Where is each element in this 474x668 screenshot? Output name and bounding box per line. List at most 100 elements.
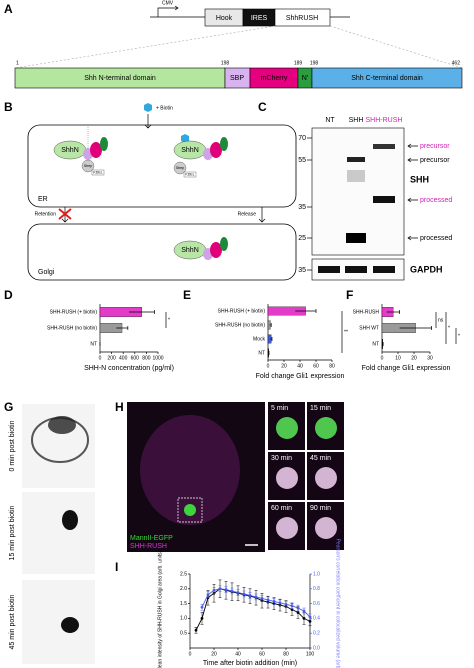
x-tick-label: 60	[259, 651, 265, 657]
position: 1	[16, 60, 19, 66]
point	[236, 591, 240, 594]
compartment-label: ER	[38, 196, 48, 203]
point	[260, 597, 264, 600]
n-prime	[100, 137, 108, 151]
strep	[173, 161, 187, 175]
inset-signal	[315, 417, 337, 439]
point	[308, 619, 312, 623]
element-label: IRES	[251, 15, 268, 22]
point	[248, 594, 252, 597]
point	[212, 588, 216, 592]
point	[308, 615, 312, 619]
point	[272, 599, 276, 603]
x-axis-label: SHH-N concentration (pg/ml)	[84, 365, 174, 372]
category-label: NT	[372, 341, 379, 347]
error-bar	[116, 326, 129, 330]
y2-tick-label: 1.0	[313, 571, 320, 577]
n-prime	[220, 237, 228, 251]
strep	[81, 159, 95, 173]
hook-label: Strep	[176, 166, 184, 170]
golgi-signal	[61, 617, 79, 633]
target-label: SHH	[410, 174, 429, 184]
x-tick-label: 100	[306, 651, 315, 657]
x-tick-label: 800	[142, 355, 151, 361]
compartment-label: Golgi	[38, 269, 55, 276]
inset-signal	[276, 417, 298, 439]
point	[284, 602, 288, 606]
n-prime	[220, 137, 228, 151]
step-label: Release	[238, 211, 257, 217]
micrograph	[22, 580, 95, 664]
protein-complex: ShhN Strep KDEL	[53, 125, 108, 176]
protein-label: ShhN	[181, 147, 199, 154]
loading-label: GAPDH	[410, 264, 443, 274]
position: 462	[452, 60, 461, 66]
lane-label: NT	[325, 117, 335, 124]
error-bar	[382, 342, 384, 346]
marker-label: 25	[298, 235, 306, 242]
step-label: Retention	[35, 211, 57, 217]
inset-signal	[315, 517, 337, 539]
inset-time: 30 min	[271, 455, 292, 462]
promoter-arrow	[157, 5, 179, 17]
point	[296, 611, 300, 614]
protein-complex: ShhN Strep KDEL	[173, 134, 228, 178]
protein-label: ShhN	[61, 147, 79, 154]
mcherry	[210, 242, 222, 258]
panel-label: F	[346, 288, 353, 302]
point	[302, 617, 306, 620]
error-bar	[399, 326, 432, 330]
golgi-signal	[184, 504, 196, 516]
domain-label: Shh C-terminal domain	[351, 75, 423, 82]
point	[200, 617, 204, 620]
band-label: processed	[420, 197, 452, 204]
band	[373, 266, 395, 273]
kdel	[91, 169, 105, 176]
x-tick-label: 20	[281, 363, 287, 369]
domain-label: Shh N-terminal domain	[84, 75, 156, 82]
point	[290, 604, 294, 608]
point	[206, 593, 210, 597]
band	[345, 266, 367, 273]
inset-time: 45 min	[310, 455, 331, 462]
category-label: NT	[90, 341, 97, 347]
x-tick-label: 0	[267, 363, 270, 369]
block-cross	[58, 208, 72, 220]
marker-label: 35	[298, 204, 306, 211]
domain-label: mCherry	[261, 75, 288, 82]
band	[373, 196, 395, 203]
x-tick-label: 20	[411, 355, 417, 361]
domain-label: SBP	[230, 75, 244, 82]
x-tick-label: 200	[107, 355, 116, 361]
band-label: precursor	[420, 157, 450, 164]
x-tick-label: 10	[395, 355, 401, 361]
error-bar	[295, 309, 317, 313]
x-tick-label: 40	[297, 363, 303, 369]
band-label: precursor	[420, 143, 450, 150]
significance: *	[168, 317, 170, 323]
x-axis-label: Fold change Gli1 expression	[256, 373, 345, 380]
x-tick-label: 40	[235, 651, 241, 657]
y-axis-label: Mean intensity of SHH-RUSH in Golgi area…	[157, 550, 163, 668]
biotin-label: + Biotin	[156, 105, 173, 111]
er-compartment	[27, 124, 297, 208]
x-tick-label: 0	[189, 651, 192, 657]
inset-signal	[276, 467, 298, 489]
x-tick-label: 60	[313, 363, 319, 369]
x-tick-label: 600	[131, 355, 140, 361]
band-label: processed	[420, 235, 452, 242]
golgi-compartment	[27, 223, 297, 281]
panel-label: A	[4, 2, 13, 16]
element-label: Hook	[216, 15, 233, 22]
timepoint-label: 15 min post biotin	[9, 505, 16, 560]
x-tick-label: 0	[99, 355, 102, 361]
panel-label: E	[183, 288, 191, 302]
biotin-icon	[181, 134, 189, 143]
category-label: SHH-RUSH (no biotin)	[47, 325, 97, 331]
band-arrow	[407, 197, 418, 203]
point	[296, 606, 300, 610]
band	[318, 266, 340, 273]
point	[302, 609, 306, 613]
inset-time: 5 min	[271, 405, 288, 412]
point	[254, 595, 258, 599]
